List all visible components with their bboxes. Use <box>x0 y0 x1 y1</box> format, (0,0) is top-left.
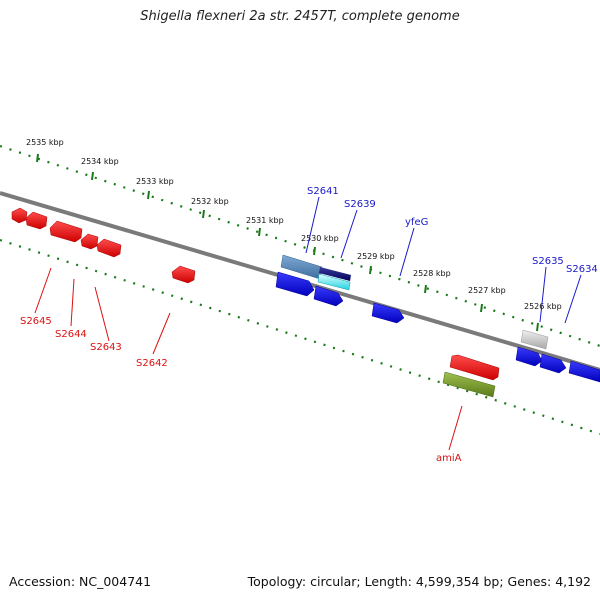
gene-arrow[interactable] <box>11 207 28 224</box>
scale-label: 2527 kbp <box>468 286 506 295</box>
gene-label-forward[interactable]: S2639 <box>344 199 376 210</box>
scale-label: 2534 kbp <box>81 157 119 166</box>
gene-arrow-blue[interactable] <box>515 346 543 367</box>
scale-label: 2531 kbp <box>246 216 284 225</box>
forward-gene-arrows <box>275 254 600 383</box>
gene-label-forward[interactable]: S2634 <box>566 264 598 275</box>
scale-label: 2532 kbp <box>191 197 229 206</box>
gene-arrow-blue[interactable] <box>371 302 405 324</box>
scale-major-ticks <box>36 153 539 332</box>
gene-arrow-blue[interactable] <box>568 360 600 383</box>
gene-box-olive[interactable] <box>442 371 496 398</box>
gene-box-grey[interactable] <box>520 329 549 350</box>
scale-label: 2529 kbp <box>357 252 395 261</box>
scale-label: 2526 kbp <box>524 302 562 311</box>
scale-label: 2533 kbp <box>136 177 174 186</box>
gene-label-reverse[interactable]: S2642 <box>136 358 168 369</box>
gene-arrow[interactable] <box>171 265 196 284</box>
genome-summary: Topology: circular; Length: 4,599,354 bp… <box>247 574 591 589</box>
gene-arrow[interactable] <box>49 220 83 243</box>
gene-label-reverse[interactable]: S2643 <box>90 342 122 353</box>
gene-label-forward[interactable]: S2641 <box>307 186 339 197</box>
gene-arrow[interactable] <box>25 211 48 230</box>
scale-label: 2530 kbp <box>301 234 339 243</box>
gene-label-reverse[interactable]: amiA <box>436 453 462 464</box>
map-title: Shigella flexneri 2a str. 2457T, complet… <box>140 9 460 24</box>
forward-leader-lines <box>305 196 582 324</box>
scale-label: 2535 kbp <box>26 138 64 147</box>
reverse-gene-arrows <box>11 207 196 284</box>
gene-arrow-blue[interactable] <box>275 271 315 297</box>
gene-box-navy[interactable] <box>319 267 351 281</box>
gene-arrow[interactable] <box>96 238 122 258</box>
gene-arrow-red[interactable] <box>449 354 500 381</box>
gene-arrow-blue[interactable] <box>539 353 567 374</box>
gene-label-forward[interactable]: yfeG <box>405 217 428 228</box>
gene-box-cyan[interactable] <box>317 273 351 291</box>
gene-label-forward[interactable]: S2635 <box>532 256 564 267</box>
gene-label-reverse[interactable]: S2645 <box>20 316 52 327</box>
accession-label: Accession: NC_004741 <box>9 574 152 589</box>
gene-arrow-blue[interactable] <box>313 285 344 307</box>
reverse-leader-lines <box>34 267 463 451</box>
gene-label-reverse[interactable]: S2644 <box>55 329 87 340</box>
gene-arrow[interactable] <box>80 233 99 250</box>
scale-label: 2528 kbp <box>413 269 451 278</box>
